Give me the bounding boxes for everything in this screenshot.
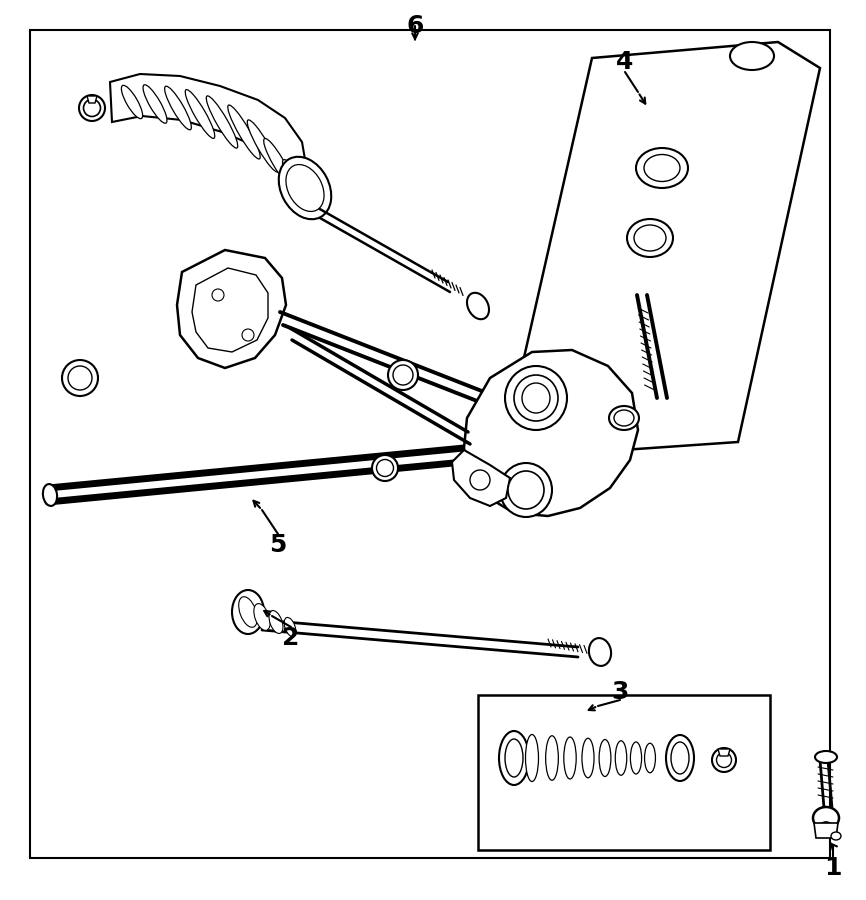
Ellipse shape — [206, 96, 238, 148]
Text: 6: 6 — [406, 14, 423, 38]
Ellipse shape — [284, 617, 296, 636]
Ellipse shape — [185, 90, 215, 139]
Text: 5: 5 — [269, 533, 287, 557]
Ellipse shape — [636, 148, 688, 188]
Polygon shape — [814, 823, 838, 838]
Ellipse shape — [505, 739, 523, 777]
Ellipse shape — [666, 735, 694, 781]
Ellipse shape — [609, 406, 639, 430]
Ellipse shape — [143, 85, 167, 123]
Ellipse shape — [228, 105, 260, 159]
Ellipse shape — [393, 365, 413, 385]
Ellipse shape — [470, 470, 490, 490]
Ellipse shape — [254, 604, 270, 630]
Bar — [478, 695, 770, 850]
Ellipse shape — [282, 159, 306, 196]
Ellipse shape — [242, 329, 254, 341]
Ellipse shape — [564, 737, 576, 779]
Ellipse shape — [467, 292, 489, 320]
Ellipse shape — [671, 742, 689, 774]
Text: 1: 1 — [824, 856, 842, 880]
Ellipse shape — [62, 360, 98, 396]
Ellipse shape — [279, 157, 332, 220]
Ellipse shape — [819, 822, 833, 834]
Ellipse shape — [388, 360, 418, 390]
Ellipse shape — [813, 807, 839, 829]
Ellipse shape — [599, 740, 611, 777]
Polygon shape — [452, 450, 510, 506]
Ellipse shape — [232, 590, 264, 634]
Ellipse shape — [43, 484, 57, 506]
Ellipse shape — [614, 410, 634, 426]
Ellipse shape — [505, 366, 567, 430]
Ellipse shape — [121, 86, 143, 119]
Ellipse shape — [248, 120, 279, 172]
Ellipse shape — [500, 463, 552, 517]
Ellipse shape — [377, 460, 393, 476]
Polygon shape — [508, 42, 820, 455]
Ellipse shape — [83, 100, 100, 116]
Polygon shape — [718, 749, 730, 756]
Ellipse shape — [372, 455, 398, 481]
Ellipse shape — [730, 42, 774, 70]
Ellipse shape — [589, 638, 611, 666]
Ellipse shape — [212, 289, 224, 301]
Ellipse shape — [514, 375, 558, 421]
Text: 2: 2 — [282, 626, 300, 650]
Polygon shape — [177, 250, 286, 368]
Polygon shape — [110, 74, 308, 205]
Polygon shape — [192, 268, 268, 352]
Ellipse shape — [615, 741, 627, 775]
Ellipse shape — [286, 165, 324, 211]
Ellipse shape — [522, 383, 550, 413]
Ellipse shape — [712, 748, 736, 772]
Text: 3: 3 — [611, 680, 629, 704]
Text: 4: 4 — [617, 50, 634, 74]
Ellipse shape — [508, 471, 544, 509]
Ellipse shape — [627, 219, 673, 257]
Ellipse shape — [546, 736, 559, 780]
Ellipse shape — [831, 832, 841, 840]
Ellipse shape — [263, 139, 293, 185]
Ellipse shape — [644, 743, 656, 773]
Ellipse shape — [239, 597, 257, 627]
Ellipse shape — [716, 752, 732, 768]
Polygon shape — [464, 350, 638, 516]
Ellipse shape — [582, 738, 594, 778]
Ellipse shape — [269, 610, 283, 634]
Ellipse shape — [68, 366, 92, 390]
Ellipse shape — [815, 751, 837, 763]
Ellipse shape — [499, 731, 529, 785]
Ellipse shape — [630, 742, 642, 774]
Ellipse shape — [634, 225, 666, 251]
Polygon shape — [87, 96, 97, 103]
Ellipse shape — [644, 155, 680, 182]
Ellipse shape — [526, 734, 539, 781]
Ellipse shape — [165, 86, 191, 130]
Ellipse shape — [79, 95, 105, 121]
